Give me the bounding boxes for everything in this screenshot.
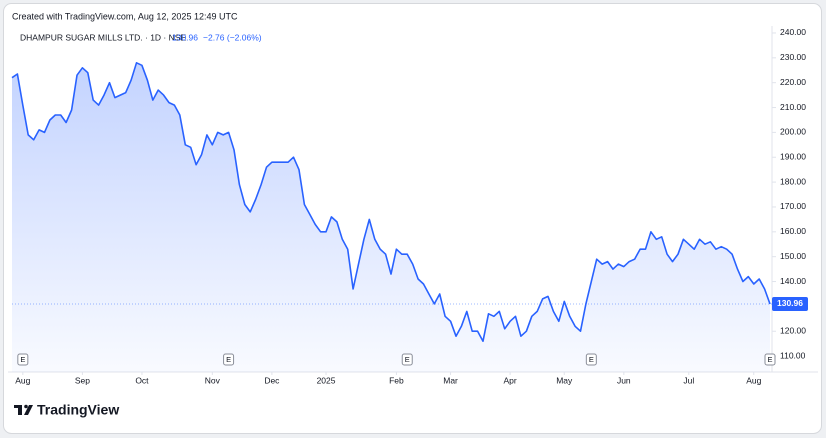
event-marker: [585, 353, 597, 366]
x-tick-label: Apr: [503, 375, 516, 385]
event-marker: [764, 353, 776, 366]
y-tick-label: 240.00: [780, 27, 806, 37]
x-tick-label: Aug: [746, 375, 761, 385]
legend-change: −2.76 (−2.06%): [203, 32, 262, 42]
y-tick-label: 200.00: [780, 127, 806, 137]
price-label: 130.96: [777, 298, 803, 308]
y-tick-label: 140.00: [780, 276, 806, 286]
y-tick-label: 120.00: [780, 325, 806, 335]
x-tick-label: May: [556, 375, 573, 385]
y-tick-label: 190.00: [780, 151, 806, 161]
x-tick-label: Sep: [75, 375, 90, 385]
x-tick-label: Jul: [683, 375, 694, 385]
price-label-box: [772, 296, 808, 311]
y-tick-label: 180.00: [780, 176, 806, 186]
x-tick-label: Nov: [205, 375, 221, 385]
x-tick-label: Mar: [443, 375, 458, 385]
logo: [14, 404, 33, 415]
y-tick-label: 220.00: [780, 77, 806, 87]
event-marker: [17, 353, 29, 366]
y-tick-label: 170.00: [780, 201, 806, 211]
x-tick-label: Oct: [135, 375, 149, 385]
legend-title: DHAMPUR SUGAR MILLS LTD. · 1D · NSE: [20, 32, 186, 42]
x-tick-label: 2025: [317, 375, 336, 385]
y-tick-label: 110.00: [780, 350, 806, 360]
event-label: E: [226, 355, 231, 364]
event-label: E: [405, 355, 410, 364]
area: [12, 62, 770, 373]
x-tick-label: Aug: [15, 375, 30, 385]
y-tick-label: 210.00: [780, 102, 806, 112]
x-tick-label: Dec: [264, 375, 280, 385]
brand: TradingView: [37, 402, 119, 418]
event-marker: [401, 353, 413, 366]
legend-value: 130.96: [172, 32, 198, 42]
event-marker: [223, 353, 235, 366]
x-tick-label: Feb: [389, 375, 404, 385]
event-label: E: [767, 355, 772, 364]
event-label: E: [20, 355, 25, 364]
y-tick-label: 150.00: [780, 251, 806, 261]
header: Created with TradingView.com, Aug 12, 20…: [12, 11, 238, 21]
y-tick-label: 160.00: [780, 226, 806, 236]
y-tick-label: 230.00: [780, 52, 806, 62]
line: [11, 62, 771, 342]
event-label: E: [589, 355, 594, 364]
x-tick-label: Jun: [617, 375, 631, 385]
